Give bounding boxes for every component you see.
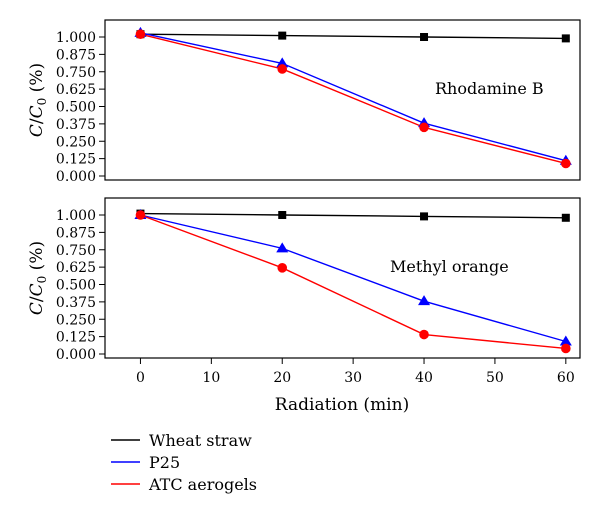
plot-frame-top: [104, 19, 581, 181]
series-line: [140, 33, 566, 165]
x-tick-label: 0: [136, 370, 145, 386]
y-axis-label-bottom: C/C0 (%): [27, 241, 49, 315]
data-point-square: [561, 34, 570, 43]
x-tick-label: 10: [202, 370, 220, 386]
series-line: [140, 214, 567, 343]
data-point-circle: [135, 210, 146, 220]
panel-label-rhodamine: Rhodamine B: [435, 79, 544, 98]
data-point-circle: [561, 158, 571, 169]
x-tick-label: 20: [273, 370, 291, 386]
series-line: [140, 32, 567, 162]
series-line: [140, 214, 566, 350]
data-point-circle: [277, 263, 288, 273]
series-line: [140, 33, 566, 40]
y-tick-label: 0.250: [56, 134, 96, 150]
y-tick-label: 0.375: [56, 295, 96, 311]
y-tick-label: 0.250: [56, 312, 96, 328]
legend: Wheat straw P25 ATC aerogels: [111, 431, 257, 494]
x-tick-label: 30: [344, 370, 362, 386]
data-point-square: [420, 212, 429, 221]
data-point-circle: [277, 64, 288, 74]
x-ticks-bottom: 0 10 20 30 40 50 60: [136, 358, 575, 386]
y-tick-label: 0.625: [56, 82, 96, 98]
series-markers-top: [134, 26, 572, 169]
y-tick-label: 0.750: [56, 65, 96, 81]
y-tick-label: 0.125: [56, 152, 96, 168]
data-point-circle: [419, 122, 429, 133]
data-point-circle: [419, 329, 429, 340]
y-tick-label: 0.500: [56, 100, 96, 116]
data-point-square: [561, 213, 570, 222]
plot-frame-bottom: [104, 197, 581, 359]
y-tick-label: 1.000: [56, 208, 96, 224]
x-tick-label: 50: [486, 370, 504, 386]
y-tick-label: 0.000: [56, 347, 96, 363]
data-point-square: [278, 211, 287, 219]
series-line: [140, 212, 566, 219]
data-point-triangle: [276, 57, 289, 68]
legend-label: P25: [149, 453, 180, 472]
x-tick-label: 40: [415, 370, 433, 386]
data-point-circle: [135, 29, 146, 40]
data-point-triangle: [276, 242, 289, 253]
panel-label-methyl-orange: Methyl orange: [390, 257, 509, 276]
y-axis-label-top: C/C0 (%): [27, 63, 49, 137]
data-point-triangle: [418, 295, 431, 306]
y-tick-label: 0.125: [56, 330, 96, 346]
y-tick-label: 0.000: [56, 169, 96, 185]
y-tick-label: 0.375: [56, 117, 96, 133]
series-lines-bottom: [140, 212, 567, 350]
y-tick-label: 0.875: [56, 47, 96, 63]
series-lines-top: [140, 32, 567, 165]
y-tick-label: 0.875: [56, 225, 96, 241]
x-tick-label: 60: [557, 370, 575, 386]
data-point-square: [420, 33, 429, 41]
data-point-circle: [561, 343, 571, 354]
y-tick-label: 1.000: [56, 30, 96, 46]
y-tick-label: 0.750: [56, 243, 96, 259]
data-point-square: [278, 31, 287, 40]
series-markers-bottom: [134, 209, 572, 354]
data-point-triangle: [559, 335, 572, 346]
y-tick-label: 0.625: [56, 260, 96, 276]
x-axis-label: Radiation (min): [275, 395, 409, 415]
legend-label: Wheat straw: [149, 431, 252, 450]
y-tick-label: 0.500: [56, 278, 96, 294]
legend-label: ATC aerogels: [148, 475, 257, 494]
